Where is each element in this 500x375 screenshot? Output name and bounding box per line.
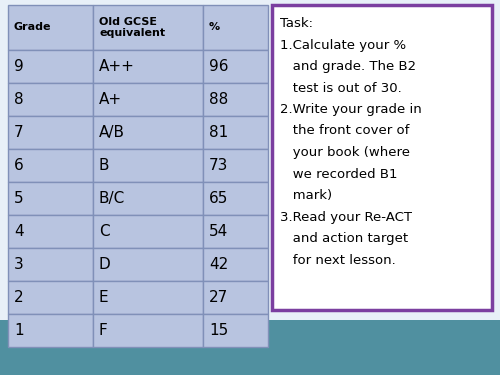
FancyBboxPatch shape — [93, 116, 203, 149]
FancyBboxPatch shape — [93, 215, 203, 248]
FancyBboxPatch shape — [203, 116, 268, 149]
Text: 8: 8 — [14, 92, 24, 107]
Text: 9: 9 — [14, 59, 24, 74]
Text: Grade: Grade — [14, 22, 52, 33]
FancyBboxPatch shape — [8, 149, 93, 182]
Text: 3.Read your Re-ACT: 3.Read your Re-ACT — [280, 210, 412, 224]
FancyBboxPatch shape — [93, 50, 203, 83]
FancyBboxPatch shape — [93, 182, 203, 215]
Text: D: D — [99, 257, 111, 272]
Text: your book (where: your book (where — [280, 146, 410, 159]
FancyBboxPatch shape — [93, 83, 203, 116]
FancyBboxPatch shape — [93, 281, 203, 314]
Text: 4: 4 — [14, 224, 24, 239]
Text: Old GCSE
equivalent: Old GCSE equivalent — [99, 17, 165, 38]
Text: 15: 15 — [209, 323, 228, 338]
Text: 54: 54 — [209, 224, 228, 239]
FancyBboxPatch shape — [203, 5, 268, 50]
FancyBboxPatch shape — [8, 83, 93, 116]
Text: 6: 6 — [14, 158, 24, 173]
Text: 73: 73 — [209, 158, 229, 173]
FancyBboxPatch shape — [93, 314, 203, 347]
Text: 27: 27 — [209, 290, 228, 305]
Text: the front cover of: the front cover of — [280, 124, 409, 138]
Text: 2.Write your grade in: 2.Write your grade in — [280, 103, 422, 116]
FancyBboxPatch shape — [8, 314, 93, 347]
Text: 88: 88 — [209, 92, 228, 107]
FancyBboxPatch shape — [203, 83, 268, 116]
Text: 5: 5 — [14, 191, 24, 206]
FancyBboxPatch shape — [93, 5, 203, 50]
FancyBboxPatch shape — [203, 281, 268, 314]
Text: 42: 42 — [209, 257, 228, 272]
Text: 3: 3 — [14, 257, 24, 272]
Text: 1.Calculate your %: 1.Calculate your % — [280, 39, 406, 51]
Text: 1: 1 — [14, 323, 24, 338]
FancyBboxPatch shape — [203, 182, 268, 215]
Text: test is out of 30.: test is out of 30. — [280, 81, 402, 94]
FancyBboxPatch shape — [8, 281, 93, 314]
FancyBboxPatch shape — [272, 5, 492, 310]
Text: and grade. The B2: and grade. The B2 — [280, 60, 416, 73]
Text: F: F — [99, 323, 108, 338]
Text: mark): mark) — [280, 189, 332, 202]
FancyBboxPatch shape — [8, 248, 93, 281]
FancyBboxPatch shape — [8, 50, 93, 83]
Text: A++: A++ — [99, 59, 135, 74]
FancyBboxPatch shape — [8, 5, 93, 50]
FancyBboxPatch shape — [203, 314, 268, 347]
Text: E: E — [99, 290, 108, 305]
FancyBboxPatch shape — [203, 149, 268, 182]
Text: we recorded B1: we recorded B1 — [280, 168, 398, 180]
Text: 65: 65 — [209, 191, 229, 206]
Text: 96: 96 — [209, 59, 229, 74]
Text: Task:: Task: — [280, 17, 313, 30]
FancyBboxPatch shape — [0, 320, 500, 375]
Text: 7: 7 — [14, 125, 24, 140]
Text: 81: 81 — [209, 125, 228, 140]
FancyBboxPatch shape — [93, 149, 203, 182]
Text: %: % — [209, 22, 220, 33]
Text: C: C — [99, 224, 110, 239]
Text: 2: 2 — [14, 290, 24, 305]
Text: A/B: A/B — [99, 125, 125, 140]
Text: and action target: and action target — [280, 232, 408, 245]
Text: A+: A+ — [99, 92, 122, 107]
FancyBboxPatch shape — [93, 248, 203, 281]
FancyBboxPatch shape — [8, 215, 93, 248]
Text: B/C: B/C — [99, 191, 125, 206]
FancyBboxPatch shape — [8, 182, 93, 215]
Text: for next lesson.: for next lesson. — [280, 254, 396, 267]
FancyBboxPatch shape — [203, 215, 268, 248]
Text: B: B — [99, 158, 110, 173]
FancyBboxPatch shape — [203, 50, 268, 83]
FancyBboxPatch shape — [8, 116, 93, 149]
FancyBboxPatch shape — [203, 248, 268, 281]
